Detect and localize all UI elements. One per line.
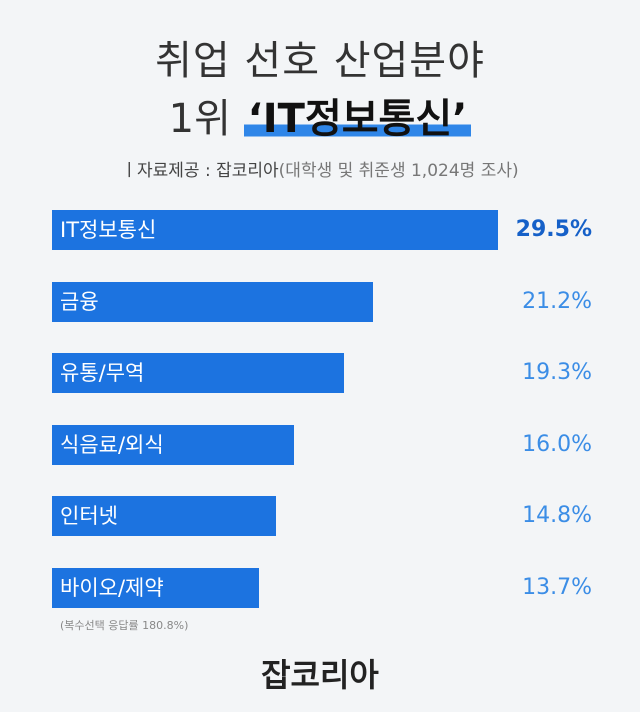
bar-category-label: 금융 <box>60 289 99 314</box>
bar <box>52 424 294 465</box>
title-line-2: 1위 ‘IT정보통신’ <box>0 86 640 144</box>
bar-category-label: 유통/무역 <box>60 361 145 385</box>
bar <box>52 281 373 322</box>
bar-value-label: 16.0% <box>522 431 592 457</box>
footnote: (복수선택 응답률 180.8%) <box>60 619 189 632</box>
bar-category-label: 식음료/외식 <box>60 432 164 457</box>
bar-value-label: 29.5% <box>515 217 592 242</box>
bar-category-label: IT정보통신 <box>60 218 157 242</box>
source-line: ㅣ자료제공 : 잡코리아(대학생 및 취준생 1,024명 조사) <box>0 156 640 181</box>
source-label: ㅣ자료제공 : 잡코리아 <box>121 161 279 181</box>
bar <box>52 353 344 393</box>
bar <box>52 210 498 250</box>
bar-value-label: 14.8% <box>522 503 592 528</box>
survey-note: (대학생 및 취준생 1,024명 조사) <box>278 161 519 181</box>
bar <box>52 567 260 608</box>
bar-value-label: 21.2% <box>522 288 592 314</box>
bar-value-label: 13.7% <box>522 574 592 600</box>
title-highlight: ‘IT정보통신’ <box>243 96 472 142</box>
bar-category-label: 인터넷 <box>60 504 118 528</box>
brand-logo: 잡코리아 <box>261 656 379 694</box>
bar <box>52 496 276 536</box>
bar-category-label: 바이오/제약 <box>60 575 164 600</box>
bar-value-label: 19.3% <box>522 360 592 385</box>
title-rank: 1위 <box>168 96 244 142</box>
title-line-1: 취업 선호 산업분야 <box>155 38 485 84</box>
